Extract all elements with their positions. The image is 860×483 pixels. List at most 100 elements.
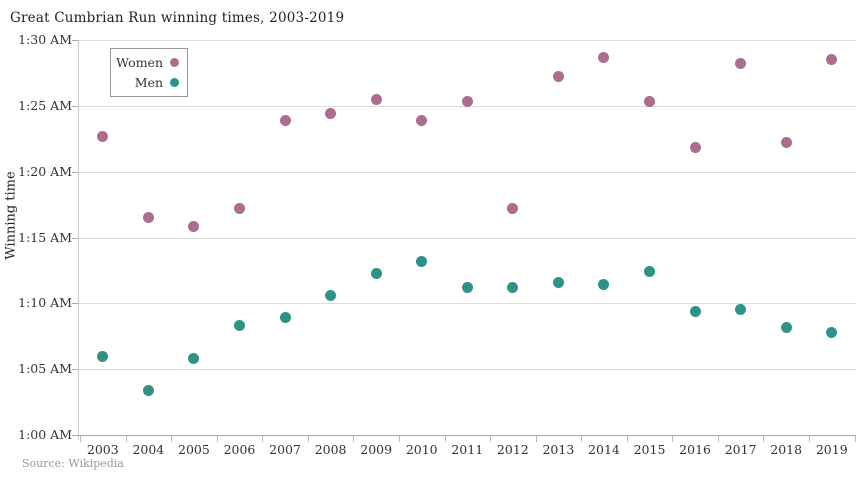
point-women-2007: [279, 114, 291, 126]
point-women-2015: [644, 96, 656, 108]
point-men-2015: [644, 266, 656, 278]
x-tick-label-2005: 2005: [178, 442, 210, 457]
x-axis-tick: [80, 436, 82, 442]
point-women-2006: [233, 203, 245, 215]
point-women-2009: [370, 93, 382, 105]
point-men-2013: [552, 276, 564, 288]
y-axis-tick: [72, 369, 78, 371]
point-women-2010: [416, 114, 428, 126]
x-tick-label-2007: 2007: [269, 442, 301, 457]
legend-label: Men: [134, 75, 163, 90]
x-tick-label-2010: 2010: [405, 442, 438, 457]
gridline: [78, 369, 856, 371]
source-note: Source: Wikipedia: [22, 457, 124, 470]
point-women-2017: [735, 58, 747, 70]
x-axis-tick: [444, 436, 446, 442]
legend-label: Women: [116, 55, 163, 70]
x-axis-tick: [672, 436, 674, 442]
x-tick-label-2013: 2013: [542, 442, 575, 457]
point-men-2003: [97, 350, 109, 362]
gridline: [78, 171, 856, 173]
gridline: [78, 40, 856, 41]
x-axis-tick: [763, 436, 765, 442]
point-women-2005: [188, 221, 200, 233]
y-tick-label: 1:10 AM: [18, 295, 72, 311]
x-tick-label-2015: 2015: [633, 442, 666, 457]
x-tick-label-2018: 2018: [770, 442, 803, 457]
x-axis-tick: [398, 436, 400, 442]
legend: Women Men: [110, 48, 188, 97]
y-axis-tick: [72, 105, 78, 107]
x-axis-tick: [262, 436, 264, 442]
y-tick-label: 1:05 AM: [18, 361, 72, 377]
point-women-2011: [461, 96, 473, 108]
point-women-2014: [598, 51, 610, 63]
point-men-2016: [689, 305, 701, 317]
y-tick-label: 1:25 AM: [18, 97, 72, 113]
point-women-2012: [507, 203, 519, 215]
x-tick-label-2017: 2017: [724, 442, 757, 457]
y-axis-tick: [72, 171, 78, 173]
y-tick-label: 1:30 AM: [18, 32, 72, 47]
x-axis-tick: [216, 436, 218, 442]
x-axis-tick: [717, 436, 719, 442]
point-men-2014: [598, 279, 610, 291]
point-women-2013: [552, 71, 564, 83]
point-women-2004: [142, 212, 154, 224]
point-women-2018: [780, 137, 792, 149]
x-tick-label-2011: 2011: [451, 442, 484, 457]
point-men-2009: [370, 267, 382, 279]
legend-dot-icon: [170, 58, 179, 67]
legend-dot-icon: [170, 78, 179, 87]
y-tick-label: 1:15 AM: [18, 229, 72, 245]
y-axis-line: [78, 40, 79, 440]
gridline: [78, 237, 856, 239]
x-tick-label-2009: 2009: [360, 442, 393, 457]
point-men-2010: [416, 255, 428, 267]
x-axis-tick: [171, 436, 173, 442]
point-men-2019: [826, 326, 838, 338]
x-tick-label-2016: 2016: [679, 442, 711, 457]
point-men-2011: [461, 282, 473, 294]
x-tick-label-2014: 2014: [588, 442, 620, 457]
x-axis-tick: [535, 436, 537, 442]
x-tick-label-2008: 2008: [314, 442, 347, 457]
x-tick-label-2004: 2004: [132, 442, 165, 457]
legend-item-men: Men: [115, 75, 179, 90]
legend-item-women: Women: [115, 55, 179, 70]
point-women-2016: [689, 142, 701, 154]
x-axis-tick: [353, 436, 355, 442]
point-men-2005: [188, 353, 200, 365]
x-axis-tick: [626, 436, 628, 442]
chart-title: Great Cumbrian Run winning times, 2003-2…: [10, 10, 345, 26]
point-women-2019: [826, 54, 838, 66]
y-axis-tick: [72, 40, 78, 41]
point-men-2012: [507, 282, 519, 294]
x-tick-label-2019: 2019: [815, 442, 848, 457]
point-women-2008: [325, 108, 337, 120]
y-axis-tick: [72, 237, 78, 239]
y-tick-label: 1:20 AM: [18, 163, 72, 179]
x-axis-tick: [125, 436, 127, 442]
x-axis-tick: [307, 436, 309, 442]
x-axis-tick: [854, 436, 856, 442]
point-men-2018: [780, 321, 792, 333]
x-axis-tick: [808, 436, 810, 442]
point-men-2008: [325, 289, 337, 301]
point-men-2004: [142, 384, 154, 396]
x-axis-tick: [581, 436, 583, 442]
point-men-2007: [279, 312, 291, 324]
point-men-2006: [233, 320, 245, 332]
x-tick-label-2012: 2012: [496, 442, 529, 457]
gridline: [78, 435, 856, 436]
y-tick-label: 1:00 AM: [18, 427, 72, 442]
point-women-2003: [97, 130, 109, 142]
y-axis-tick: [72, 303, 78, 305]
gridline: [78, 303, 856, 305]
x-axis-tick: [490, 436, 492, 442]
point-men-2017: [735, 304, 747, 316]
y-axis-tick: [72, 435, 78, 436]
x-tick-label-2006: 2006: [223, 442, 256, 457]
x-tick-label-2003: 2003: [86, 442, 119, 457]
